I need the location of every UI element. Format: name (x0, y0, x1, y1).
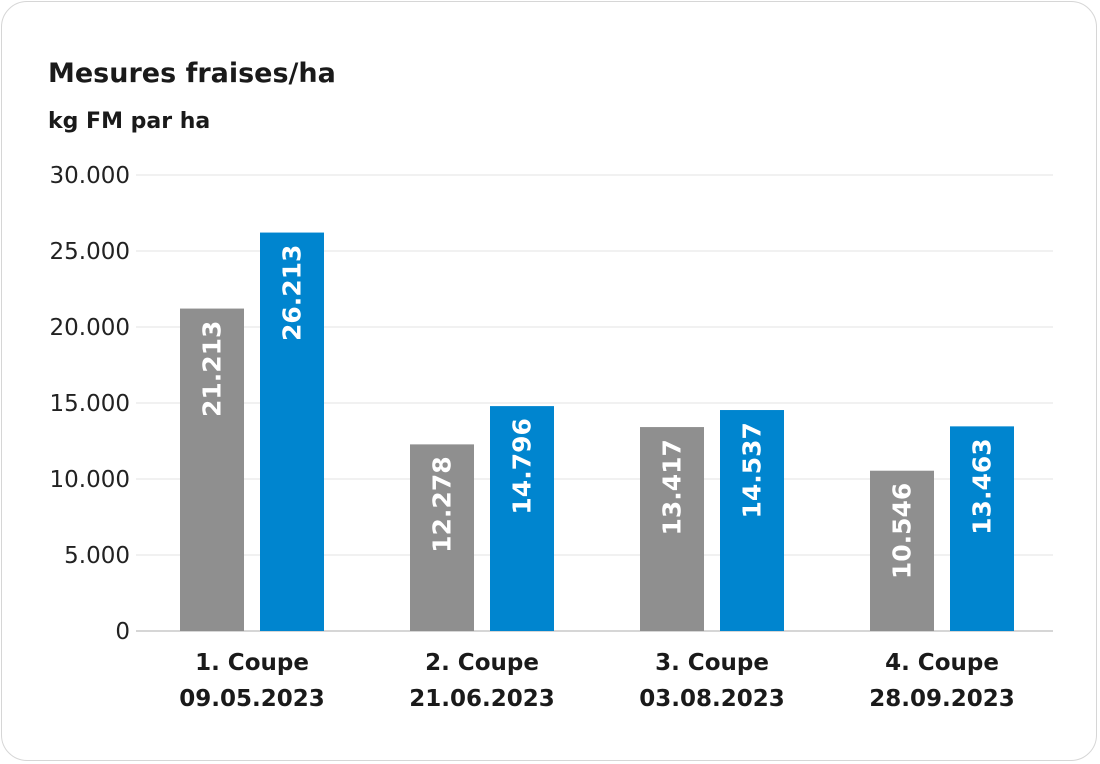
data-label: 12.278 (428, 456, 457, 552)
y-tick-label: 30.000 (50, 163, 130, 189)
bar (180, 308, 244, 631)
bar (410, 444, 474, 631)
x-category-label: 4. Coupe (885, 650, 999, 676)
data-label: 14.537 (738, 422, 767, 518)
bar (640, 427, 704, 631)
bar (950, 426, 1014, 631)
x-category-label: 09.05.2023 (179, 686, 325, 712)
y-tick-label: 10.000 (50, 467, 130, 493)
y-tick-label: 15.000 (50, 391, 130, 417)
x-category-label: 2. Coupe (425, 650, 539, 676)
data-label: 14.796 (508, 418, 537, 514)
y-tick-label: 0 (115, 619, 130, 645)
bar (490, 406, 554, 631)
x-category-label: 1. Coupe (195, 650, 309, 676)
x-category-label: 03.08.2023 (639, 686, 785, 712)
y-tick-label: 25.000 (50, 239, 130, 265)
x-category-label: 21.06.2023 (409, 686, 555, 712)
chart-title: Mesures fraises/ha (48, 58, 336, 89)
bar (720, 410, 784, 631)
x-category-label: 3. Coupe (655, 650, 769, 676)
data-label: 26.213 (278, 245, 307, 341)
bar (870, 470, 934, 631)
x-category-label: 28.09.2023 (869, 686, 1015, 712)
chart-unit-label: kg FM par ha (48, 109, 211, 134)
data-label: 13.463 (968, 438, 997, 534)
data-label: 10.546 (888, 483, 917, 579)
bar (260, 232, 324, 632)
data-label: 13.417 (658, 439, 687, 535)
y-tick-label: 20.000 (50, 315, 130, 341)
data-label: 21.213 (198, 321, 227, 417)
y-tick-label: 5.000 (64, 543, 130, 569)
